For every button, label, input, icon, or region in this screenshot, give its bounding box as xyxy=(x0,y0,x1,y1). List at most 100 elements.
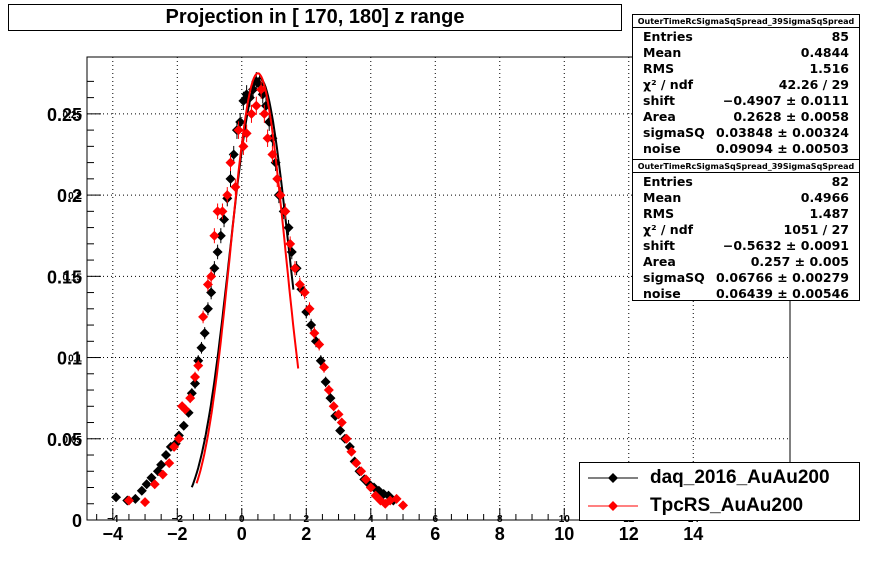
stats-row: noise 0.09094 ± 0.00503 xyxy=(633,140,859,156)
stats-value: −0.5632 ± 0.0091 xyxy=(722,237,849,253)
data-point xyxy=(336,417,347,428)
x-tick-label: 2 xyxy=(301,524,311,544)
legend-entry-tpcrs: TpcRS_AuAu200 xyxy=(580,492,859,520)
stats-row: Area 0.2628 ± 0.0058 xyxy=(633,108,859,124)
stats-row: Area 0.257 ± 0.005 xyxy=(633,253,859,269)
stats-value: 42.26 / 29 xyxy=(778,76,849,92)
stats-row: sigmaSQ 0.06766 ± 0.00279 xyxy=(633,269,859,285)
stats-box-name: OuterTimeRcSigmaSqSpread_39SigmaSqSpread xyxy=(633,15,859,28)
x-tick-label-small: −4 xyxy=(107,514,119,525)
stats-label: shift xyxy=(643,92,676,108)
x-tick-label: −4 xyxy=(103,524,124,544)
data-point xyxy=(225,173,236,184)
x-tick-label: 6 xyxy=(430,524,440,544)
stats-value: 1051 / 27 xyxy=(783,221,849,237)
data-point xyxy=(164,458,175,469)
series-1 xyxy=(123,72,409,511)
data-point xyxy=(215,230,226,241)
x-tick-label-small: 2 xyxy=(304,514,310,525)
data-point xyxy=(256,84,267,95)
stats-row: Entries 85 xyxy=(633,28,859,44)
stats-label: Entries xyxy=(643,173,693,189)
stats-value: 0.4966 xyxy=(800,189,849,205)
data-point xyxy=(206,287,217,298)
stats-label: χ² / ndf xyxy=(643,76,694,92)
data-point xyxy=(202,279,213,290)
stats-row: RMS 1.516 xyxy=(633,60,859,76)
stats-box-tpcrs: OuterTimeRcSigmaSqSpread_39SigmaSqSpread… xyxy=(632,159,860,301)
data-point xyxy=(178,420,189,431)
chart-title: Projection in [ 170, 180] z range xyxy=(8,4,622,31)
stats-rows: Entries 85 Mean 0.4844 RMS 1.516 χ² / ndf 42.26… xyxy=(633,28,859,156)
data-point xyxy=(190,378,201,389)
y-tick-label-small: 0.05 xyxy=(63,435,83,446)
data-point xyxy=(365,482,376,493)
data-point xyxy=(314,339,325,350)
stats-value: 0.06439 ± 0.00546 xyxy=(715,285,849,301)
y-tick-label-small: 0.25 xyxy=(63,110,83,121)
data-point xyxy=(333,409,344,420)
stats-label: RMS xyxy=(643,60,675,76)
stats-label: Mean xyxy=(643,44,682,60)
stats-value: 1.516 xyxy=(809,60,849,76)
axes: −4−202468101214−4−20246810121400.050.10.… xyxy=(47,80,775,544)
stats-row: noise 0.06439 ± 0.00546 xyxy=(633,285,859,301)
legend-marker-tpcrs xyxy=(588,501,638,511)
data-point xyxy=(356,466,367,477)
x-tick-label-small: 4 xyxy=(368,514,374,525)
y-tick-label-small: 0.1 xyxy=(68,354,82,365)
y-tick-label: 0.1 xyxy=(57,349,82,369)
data-point xyxy=(267,149,278,160)
stats-label: sigmaSQ xyxy=(643,124,705,140)
data-point xyxy=(272,173,283,184)
x-tick-label: 0 xyxy=(237,524,247,544)
stats-label: χ² / ndf xyxy=(643,221,694,237)
y-tick-label: 0.25 xyxy=(47,105,82,125)
data-point xyxy=(199,328,210,339)
stats-row: Entries 82 xyxy=(633,173,859,189)
data-point xyxy=(206,271,217,282)
x-tick-label-small: 0 xyxy=(239,514,245,525)
legend-entry-daq: daq_2016_AuAu200 xyxy=(580,464,859,492)
x-tick-label: 4 xyxy=(366,524,376,544)
data-point xyxy=(228,149,239,160)
legend-label-daq: daq_2016_AuAu200 xyxy=(650,467,830,488)
data-point xyxy=(391,493,402,504)
data-point xyxy=(209,230,220,241)
data-point xyxy=(123,495,134,506)
stats-rows: Entries 82 Mean 0.4966 RMS 1.487 χ² / ndf 1051 … xyxy=(633,173,859,301)
stats-label: noise xyxy=(643,140,681,156)
stats-label: noise xyxy=(643,285,681,301)
stats-label: shift xyxy=(643,237,676,253)
data-point xyxy=(304,303,315,314)
data-point xyxy=(185,393,196,404)
data-point xyxy=(219,214,230,225)
x-tick-label-small: 8 xyxy=(497,514,503,525)
data-point xyxy=(325,393,336,404)
stats-row: Mean 0.4966 xyxy=(633,189,859,205)
data-point xyxy=(335,425,346,436)
data-point xyxy=(217,206,228,217)
stats-row: χ² / ndf 42.26 / 29 xyxy=(633,76,859,92)
y-tick-label: 0.2 xyxy=(57,186,82,206)
stats-row: RMS 1.487 xyxy=(633,205,859,221)
data-point xyxy=(173,433,184,444)
stats-row: χ² / ndf 1051 / 27 xyxy=(633,221,859,237)
data-point xyxy=(262,133,273,144)
data-point xyxy=(225,157,236,168)
x-tick-label-small: −2 xyxy=(172,514,184,525)
data-point xyxy=(306,320,317,331)
x-tick-label-small: 6 xyxy=(432,514,438,525)
data-point xyxy=(193,360,204,371)
legend-marker-daq xyxy=(588,473,638,483)
x-tick-label: 10 xyxy=(554,524,574,544)
data-point xyxy=(157,469,168,480)
data-point xyxy=(161,450,172,461)
stats-box-daq: OuterTimeRcSigmaSqSpread_39SigmaSqSpread… xyxy=(632,14,860,160)
x-tick-label-small: 10 xyxy=(559,514,571,525)
stats-value: 0.2628 ± 0.0058 xyxy=(733,108,849,124)
data-point xyxy=(212,246,223,257)
data-point xyxy=(289,263,300,274)
stats-row: sigmaSQ 0.03848 ± 0.00324 xyxy=(633,124,859,140)
data-point xyxy=(241,128,252,139)
